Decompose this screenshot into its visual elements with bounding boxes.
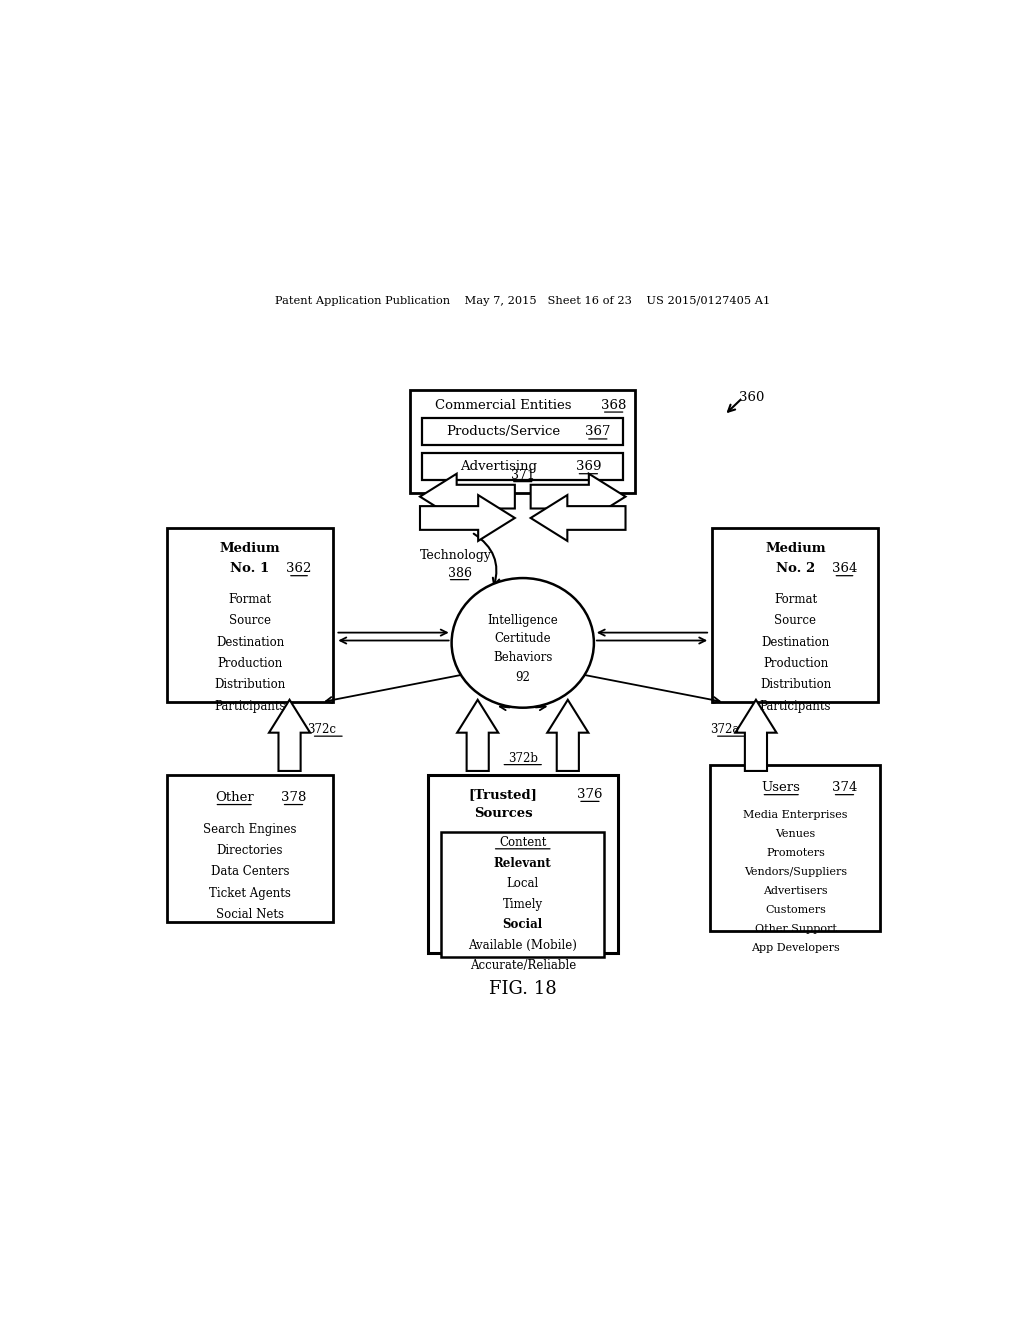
Text: Social Nets: Social Nets [216, 908, 283, 921]
Text: Social: Social [502, 919, 542, 931]
Text: Participants: Participants [759, 700, 830, 713]
Text: Behaviors: Behaviors [492, 651, 552, 664]
Text: Participants: Participants [214, 700, 285, 713]
Text: Timely: Timely [502, 898, 542, 911]
Text: Format: Format [773, 593, 816, 606]
Text: Relevant: Relevant [493, 857, 551, 870]
Ellipse shape [451, 578, 593, 708]
Text: Search Engines: Search Engines [203, 822, 297, 836]
Text: Distribution: Distribution [214, 678, 285, 692]
Bar [167, 775, 333, 921]
Text: 374: 374 [830, 781, 856, 795]
Text: Advertisers: Advertisers [762, 886, 827, 896]
Text: Ticket Agents: Ticket Agents [209, 887, 290, 899]
Text: Media Enterprises: Media Enterprises [743, 810, 847, 820]
Text: 364: 364 [830, 562, 856, 576]
Text: [Trusted]: [Trusted] [468, 788, 537, 801]
Text: Other: Other [215, 791, 254, 804]
Text: Products/Service: Products/Service [445, 425, 559, 438]
Polygon shape [547, 700, 588, 771]
Text: Data Centers: Data Centers [211, 865, 289, 878]
Text: Available (Mobile): Available (Mobile) [468, 939, 577, 952]
Text: Source: Source [773, 614, 815, 627]
Text: 360: 360 [739, 391, 764, 404]
Bar [167, 528, 333, 702]
Text: Intelligence: Intelligence [487, 614, 557, 627]
Text: Accurate/Reliable: Accurate/Reliable [469, 960, 576, 973]
Text: Venues: Venues [774, 829, 815, 840]
Bar [422, 453, 623, 480]
Text: Directories: Directories [217, 843, 283, 857]
Bar [410, 389, 635, 492]
Text: FIG. 18: FIG. 18 [488, 981, 556, 998]
Text: 372a: 372a [709, 723, 739, 737]
Text: Distribution: Distribution [759, 678, 830, 692]
Text: Customers: Customers [764, 906, 825, 915]
Text: Patent Application Publication    May 7, 2015   Sheet 16 of 23    US 2015/012740: Patent Application Publication May 7, 20… [275, 296, 769, 306]
Text: Commercial Entities: Commercial Entities [434, 399, 571, 412]
Polygon shape [735, 700, 775, 771]
Polygon shape [420, 474, 515, 520]
Text: 372b: 372b [507, 752, 537, 764]
Text: 376: 376 [577, 788, 602, 801]
Text: No. 1: No. 1 [230, 562, 269, 576]
Text: 378: 378 [280, 791, 306, 804]
Text: Medium: Medium [219, 543, 280, 556]
Polygon shape [530, 474, 625, 520]
Bar [428, 775, 618, 953]
Bar [710, 766, 879, 932]
Text: Advertising: Advertising [461, 461, 537, 473]
Text: 372c: 372c [307, 723, 335, 737]
Text: 386: 386 [447, 566, 471, 579]
Text: 367: 367 [585, 425, 610, 438]
Text: 368: 368 [600, 399, 626, 412]
Text: No. 2: No. 2 [775, 562, 814, 576]
Text: 362: 362 [286, 562, 312, 576]
Text: Certitude: Certitude [494, 632, 550, 645]
Polygon shape [269, 700, 310, 771]
Text: App Developers: App Developers [750, 942, 839, 953]
Text: Vendors/Suppliers: Vendors/Suppliers [743, 867, 846, 876]
Text: 369: 369 [575, 461, 600, 473]
Bar [711, 528, 877, 702]
Text: Promoters: Promoters [765, 849, 824, 858]
Bar [422, 418, 623, 445]
Text: Destination: Destination [216, 636, 284, 648]
Text: Technology: Technology [419, 549, 491, 562]
Text: 371: 371 [511, 469, 534, 482]
Polygon shape [530, 495, 625, 541]
Text: Local: Local [506, 876, 538, 890]
Polygon shape [457, 700, 497, 771]
Text: Production: Production [762, 657, 827, 671]
Text: Sources: Sources [473, 807, 532, 820]
Text: 92: 92 [515, 671, 530, 684]
Text: Medium: Medium [764, 543, 825, 556]
Text: Production: Production [217, 657, 282, 671]
Bar [441, 832, 603, 957]
Text: Content: Content [498, 836, 546, 849]
Polygon shape [420, 495, 515, 541]
Text: Source: Source [229, 614, 271, 627]
Text: Destination: Destination [760, 636, 828, 648]
Text: Format: Format [228, 593, 271, 606]
Text: Other Support: Other Support [754, 924, 836, 935]
Text: Users: Users [761, 781, 800, 795]
